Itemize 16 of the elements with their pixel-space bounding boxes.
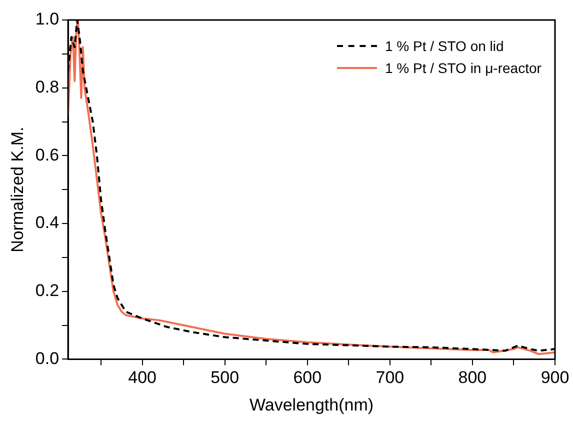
x-tick-label: 400 [128,368,157,388]
y-tick-label: 0.6 [35,145,60,164]
y-tick-label: 0.4 [35,213,60,232]
y-axis-title: Normalized K.M. [8,126,27,252]
x-axis-title: Wavelength(nm) [249,395,374,414]
x-tick-label: 600 [293,368,322,388]
x-tick-label: 900 [540,368,570,388]
text: 0.0 [35,348,60,368]
legend-label: 1 % Pt / STO on lid [385,38,504,54]
x-tick-label: 800 [458,368,487,388]
x-tick-label: 700 [376,368,404,388]
y-tick-label: 1.0 [35,10,60,29]
y-tick-label: 0.2 [35,281,60,300]
legend-label: 1 % Pt / STO in μ-reactor [385,60,542,76]
y-tick-label: 0.8 [35,78,60,97]
x-tick-label: 500 [210,368,240,388]
